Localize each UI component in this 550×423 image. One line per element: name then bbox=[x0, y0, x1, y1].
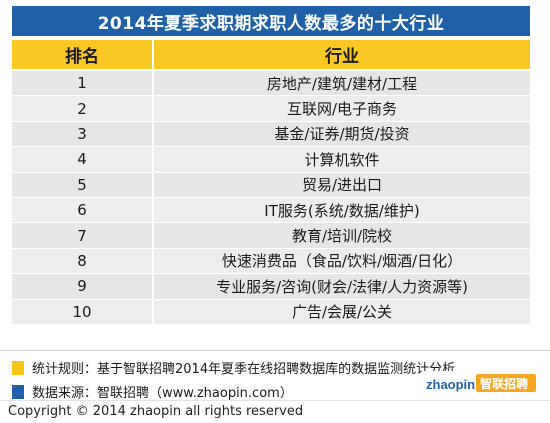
divider bbox=[0, 350, 550, 351]
table-row: 1 房地产/建筑/建材/工程 bbox=[12, 71, 530, 97]
rank-cell: 5 bbox=[12, 172, 154, 198]
source-swatch bbox=[12, 384, 24, 399]
legend-source-text: 数据来源：智联招聘（www.zhaopin.com） bbox=[32, 386, 293, 401]
rank-cell: 9 bbox=[12, 274, 154, 300]
table-row: 9 专业服务/咨询(财会/法律/人力资源等) bbox=[12, 274, 530, 300]
logo-text: 智联招聘 bbox=[479, 376, 528, 391]
rank-cell: 3 bbox=[12, 121, 154, 148]
industry-cell: 贸易/进出口 bbox=[154, 172, 530, 198]
rank-cell: 7 bbox=[12, 223, 154, 249]
table-row: 7 教育/培训/院校 bbox=[12, 223, 530, 249]
industry-cell: 互联网/电子商务 bbox=[154, 96, 530, 122]
legend-rule-text: 统计规则：基于智联招聘2014年夏季在线招聘数据库的数据监测统计分析 bbox=[32, 362, 456, 377]
rank-cell: 10 bbox=[12, 299, 154, 325]
industry-cell: 基金/证券/期货/投资 bbox=[154, 121, 530, 148]
table-row: 6 IT服务(系统/数据/维护) bbox=[12, 197, 530, 224]
table-row: 4 计算机软件 bbox=[12, 147, 530, 173]
table-row: 10 广告/会展/公关 bbox=[12, 299, 530, 325]
rank-cell: 2 bbox=[12, 96, 154, 122]
rank-cell: 4 bbox=[12, 147, 154, 173]
industry-cell: 计算机软件 bbox=[154, 147, 530, 173]
industry-cell: 专业服务/咨询(财会/法律/人力资源等) bbox=[154, 274, 530, 300]
table-row: 2 互联网/电子商务 bbox=[12, 96, 530, 122]
logo-sub-text: zhaopin bbox=[426, 377, 475, 392]
table-row: 8 快速消费品（食品/饮料/烟酒/日化） bbox=[12, 248, 530, 275]
industry-cell: 快速消费品（食品/饮料/烟酒/日化） bbox=[154, 248, 530, 275]
table-row: 3 基金/证券/期货/投资 bbox=[12, 121, 530, 148]
rank-cell: 6 bbox=[12, 197, 154, 224]
industry-column-header: 行业 bbox=[154, 40, 530, 71]
industry-cell: IT服务(系统/数据/维护) bbox=[154, 197, 530, 224]
copyright-text: Copyright © 2014 zhaopin all rights rese… bbox=[8, 404, 304, 419]
page-title: 2014年夏季求职期求职人数最多的十大行业 bbox=[12, 6, 530, 36]
table-body: 1 房地产/建筑/建材/工程 2 互联网/电子商务 3 基金/证券/期货/投资 4 计算机软件… bbox=[12, 71, 530, 325]
zhaopin-logo: zhaopin 智联招聘 bbox=[424, 371, 539, 399]
rank-cell: 1 bbox=[12, 71, 154, 97]
rank-column-header: 排名 bbox=[12, 40, 154, 71]
industry-cell: 广告/会展/公关 bbox=[154, 299, 530, 325]
table-header-row: 排名 行业 bbox=[12, 40, 530, 71]
industry-cell: 房地产/建筑/建材/工程 bbox=[154, 71, 530, 97]
industry-cell: 教育/培训/院校 bbox=[154, 223, 530, 249]
rule-swatch bbox=[12, 360, 24, 375]
rank-cell: 8 bbox=[12, 248, 154, 275]
industry-ranking-table: 排名 行业 1 房地产/建筑/建材/工程 2 互联网/电子商务 3 基金/证券/期货/投资… bbox=[12, 40, 530, 325]
legend-rule: 统计规则：基于智联招聘2014年夏季在线招聘数据库的数据监测统计分析 bbox=[12, 358, 532, 377]
footer-divider bbox=[0, 400, 550, 401]
legend-source: 数据来源：智联招聘（www.zhaopin.com） bbox=[12, 382, 532, 401]
table-row: 5 贸易/进出口 bbox=[12, 172, 530, 198]
